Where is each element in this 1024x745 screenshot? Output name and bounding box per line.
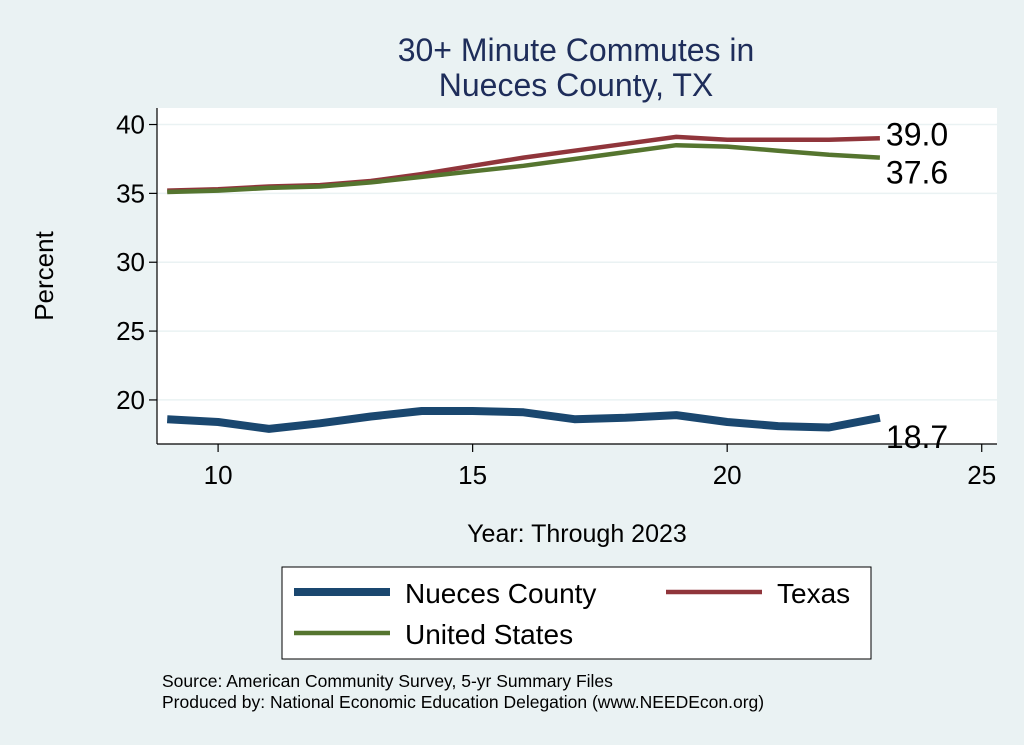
series-line-3 xyxy=(167,142,881,195)
chart-title-line-1: 30+ Minute Commutes in xyxy=(398,32,755,68)
legend-label-3: United States xyxy=(405,619,573,650)
legend-label-2: Texas xyxy=(777,578,850,609)
chart-title-line-2: Nueces County, TX xyxy=(439,67,714,103)
grid-lines xyxy=(157,123,997,401)
end-labels: 18.7 39.037.6 xyxy=(886,116,948,455)
y-axis-title: Percent xyxy=(29,230,59,320)
series-lines xyxy=(166,134,881,433)
end-label-2: 39.0 xyxy=(886,116,948,152)
series-line-1 xyxy=(166,407,881,433)
x-tick-label: 20 xyxy=(713,460,742,490)
x-axis-title: Year: Through 2023 xyxy=(467,520,687,548)
x-tick-label: 25 xyxy=(967,460,996,490)
plot-area xyxy=(157,108,997,444)
end-label-1: 18.7 xyxy=(886,419,948,455)
end-label-3: 37.6 xyxy=(886,155,948,191)
y-tick-label: 25 xyxy=(116,316,145,346)
x-axis: 10 15 20 25 xyxy=(157,443,997,490)
legend-label-1: Nueces County xyxy=(405,578,596,609)
source-line-2: Produced by: National Economic Education… xyxy=(162,692,764,712)
y-tick-label: 30 xyxy=(116,247,145,277)
y-tick-label: 20 xyxy=(116,385,145,415)
legend-box xyxy=(281,566,872,660)
x-tick-label: 10 xyxy=(204,460,233,490)
y-tick-label: 40 xyxy=(116,110,145,140)
y-tick-label: 35 xyxy=(116,178,145,208)
y-axis: 20 25 30 35 40 xyxy=(116,108,158,444)
x-tick-label: 15 xyxy=(458,460,487,490)
source-line-1: Source: American Community Survey, 5-yr … xyxy=(162,671,613,691)
legend: Nueces County Texas United States xyxy=(294,578,850,650)
